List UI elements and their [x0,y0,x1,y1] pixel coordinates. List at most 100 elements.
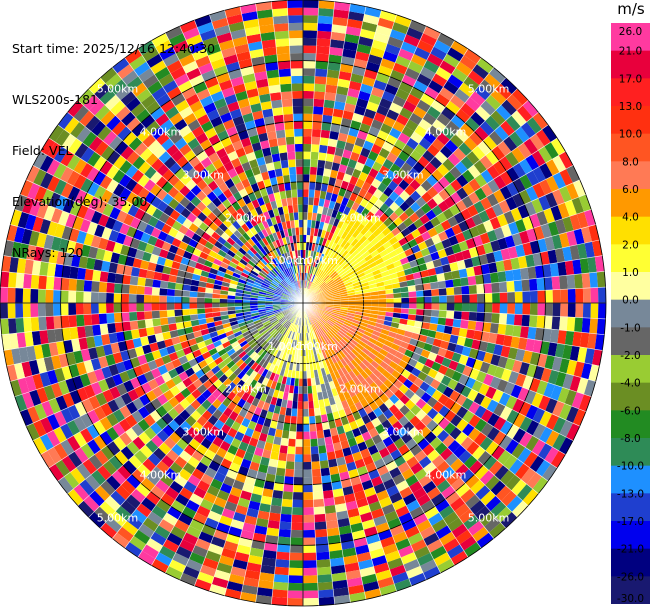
range-gate-cell [224,368,234,378]
range-gate-cell [21,228,33,245]
ray-line [302,100,529,304]
range-gate-cell [192,48,208,61]
range-gate-cell [540,340,550,355]
range-gate-cell [540,251,550,266]
range-gate-cell [112,57,130,74]
range-gate-cell [223,451,236,463]
range-gate-cell [342,173,352,183]
range-gate-cell [279,317,287,324]
range-gate-cell [218,266,227,274]
range-gate-cell [318,399,325,408]
range-gate-cell [178,468,192,481]
range-gate-cell [423,532,440,546]
range-gate-cell [137,354,148,366]
range-gate-cell [175,493,190,507]
ray-line [302,302,335,605]
range-gate-cell [326,451,337,461]
range-gate-cell [268,363,276,373]
range-gate-cell [484,516,501,533]
range-gate-cell [201,399,212,410]
range-gate-cell [420,328,429,337]
ray-line [302,302,566,455]
range-gate-cell [313,91,326,100]
range-gate-cell [522,242,533,256]
range-gate-cell [437,280,447,289]
range-gate-cell [110,100,126,116]
range-gate-cell [431,519,448,533]
range-gate-cell [340,375,349,384]
range-gate-cell [324,323,332,330]
range-gate-cell [430,99,446,113]
range-gate-cell [273,114,284,124]
range-gate-cell [483,135,498,151]
range-gate-cell [227,214,237,225]
range-gate-cell [414,468,428,481]
range-gate-cell [316,320,323,328]
range-gate-cell [479,511,496,527]
range-gate-cell [238,350,247,359]
range-gate-cell [269,177,278,186]
range-gate-cell [76,230,87,245]
range-gate-cell [100,189,113,204]
range-gate-cell [120,145,135,160]
range-gate-cell [144,243,155,254]
range-gate-cell [147,511,163,526]
range-gate-cell [311,385,318,394]
range-gate-cell [136,303,145,312]
range-gate-cell [363,367,373,377]
range-gate-cell [347,507,360,518]
range-gate-cell [312,121,322,130]
range-gate-cell [241,584,258,595]
range-gate-cell [60,150,75,167]
ray-line [224,10,304,304]
range-gate-cell [257,250,265,258]
range-gate-cell [145,439,159,453]
range-gate-cell [132,257,142,269]
range-gate-cell [474,418,488,433]
range-gate-cell [261,377,270,386]
range-gate-cell [455,529,473,545]
range-gate-cell [510,207,523,222]
range-gate-cell [99,430,113,446]
range-gate-cell [207,83,222,96]
range-gate-cell [453,444,467,459]
range-gate-cell [544,446,559,464]
range-gate-cell [333,101,346,111]
range-gate-cell [208,50,224,63]
range-gate-cell [321,254,328,263]
range-gate-cell [512,325,522,338]
range-gate-cell [69,389,82,405]
range-gate-cell [442,434,455,448]
range-gate-cell [169,112,184,126]
range-gate-cell [566,359,578,376]
range-gate-cell [491,445,506,461]
range-gate-cell [531,439,546,456]
range-gate-cell [303,401,309,410]
range-gate-cell [261,331,270,339]
range-gate-cell [247,260,256,268]
range-gate-cell [53,410,67,427]
range-gate-cell [394,578,412,592]
range-gate-cell [336,171,346,181]
range-gate-cell [278,359,285,368]
range-gate-cell [394,351,405,360]
range-gate-cell [88,77,106,95]
range-gate-cell [196,444,209,456]
range-gate-cell [295,325,299,333]
range-gate-cell [291,227,296,236]
range-gate-cell [334,254,342,262]
range-gate-cell [273,23,289,32]
range-gate-cell [590,303,599,319]
range-gate-cell [127,246,138,258]
range-gate-cell [367,54,383,66]
range-gate-cell [532,423,546,440]
range-gate-cell [401,519,417,532]
range-gate-cell [354,458,366,469]
range-gate-cell [382,141,394,153]
range-gate-cell [323,168,332,177]
range-gate-cell [339,312,347,317]
range-gate-cell [598,303,606,319]
range-gate-cell [242,112,254,123]
range-gate-cell [275,366,282,375]
range-gate-cell [340,156,350,167]
